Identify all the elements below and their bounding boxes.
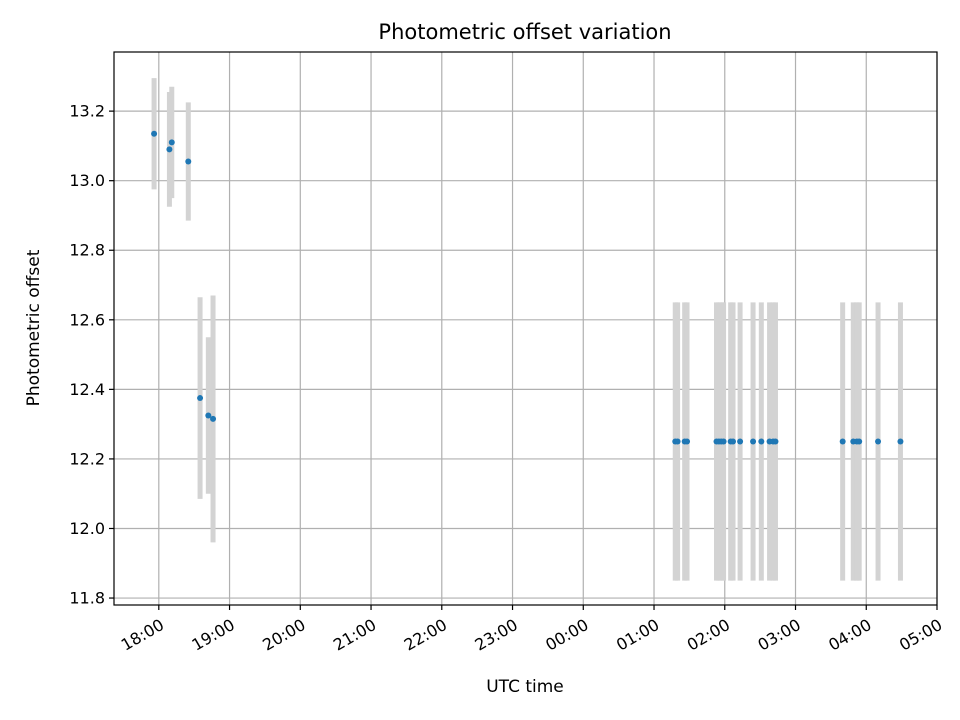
x-axis-label: UTC time (486, 677, 564, 697)
y-tick-label: 13.0 (69, 171, 105, 190)
data-point (750, 438, 757, 445)
data-point (185, 158, 192, 165)
data-point (674, 438, 681, 445)
data-point (166, 146, 173, 153)
data-point (197, 395, 204, 402)
data-point (151, 130, 158, 137)
data-point (737, 438, 744, 445)
data-point (205, 412, 212, 419)
data-point (684, 438, 691, 445)
data-point (758, 438, 765, 445)
data-point (168, 139, 175, 146)
data-point (897, 438, 904, 445)
y-tick-label: 12.6 (69, 310, 105, 329)
data-point (856, 438, 863, 445)
y-tick-label: 12.4 (69, 380, 105, 399)
data-point (210, 415, 217, 422)
data-point (772, 438, 779, 445)
data-points (151, 130, 904, 445)
y-axis-label: Photometric offset (24, 249, 44, 406)
y-tick-label: 11.8 (69, 589, 105, 608)
y-tick-label: 12.0 (69, 519, 105, 538)
y-tick-label: 12.8 (69, 241, 105, 260)
data-point (875, 438, 882, 445)
data-point (720, 438, 727, 445)
data-point (839, 438, 846, 445)
plot-frame (113, 51, 938, 606)
chart-title: Photometric offset variation (378, 20, 671, 44)
data-point (730, 438, 737, 445)
y-tick-label: 12.2 (69, 449, 105, 468)
y-axis-ticks: 11.8 12.0 12.2 12.4 12.6 12.8 13.0 13.2 (69, 102, 114, 608)
y-tick-label: 13.2 (69, 102, 105, 121)
